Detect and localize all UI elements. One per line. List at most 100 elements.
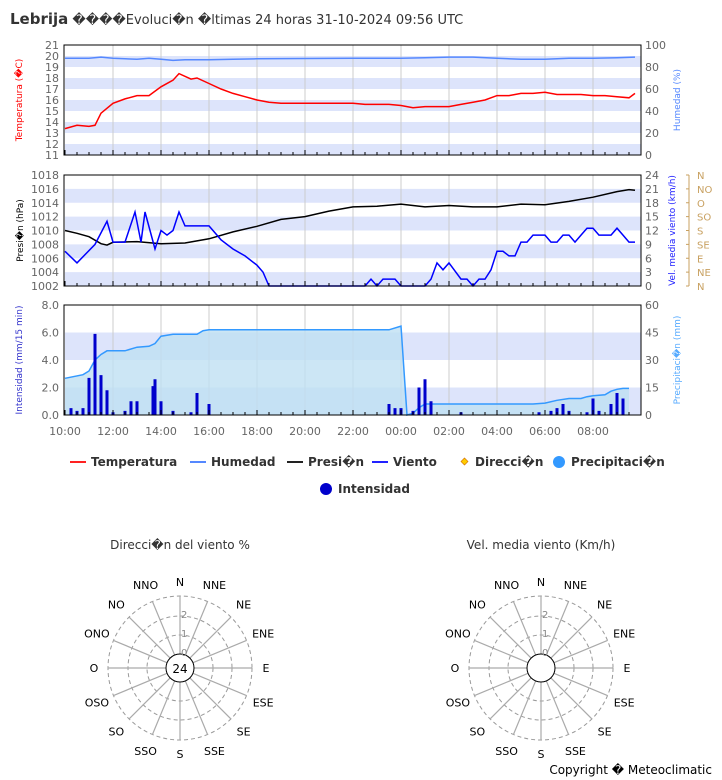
direction-label: ENE <box>252 628 274 641</box>
y2-tick-label: 40 <box>645 105 659 118</box>
series-line-4 <box>64 325 629 416</box>
legend-label: Presi�n <box>308 454 364 469</box>
direction-label: SO <box>109 726 125 739</box>
x-tick-label: 08:00 <box>577 425 609 438</box>
intensity-bar <box>561 404 565 415</box>
polar-spoke <box>545 680 570 735</box>
y2-tick-label: 0 <box>645 149 652 162</box>
y-axis-label: Intensidad (mm/15 min) <box>15 306 25 415</box>
intensity-bar <box>609 404 613 415</box>
y-tick-label: 6.0 <box>42 327 60 340</box>
x-tick-label: 06:00 <box>529 425 561 438</box>
direction-tick-label: NO <box>697 185 712 196</box>
ring-label: 0 <box>181 648 187 659</box>
polar-spoke <box>151 680 176 735</box>
direction-label: S <box>538 748 545 761</box>
polar-spoke <box>512 601 537 656</box>
legend-circle-icon <box>553 456 565 468</box>
polar-spoke <box>512 680 537 735</box>
y2-tick-label: 3 <box>645 266 652 279</box>
polar-spoke <box>489 677 532 720</box>
x-tick-label: 04:00 <box>481 425 513 438</box>
intensity-bar <box>69 408 73 415</box>
polar-spoke <box>128 677 171 720</box>
y-tick-label: 8.0 <box>42 299 60 312</box>
y-tick-label: 11 <box>45 149 59 162</box>
series-line-0 <box>64 72 636 130</box>
polar-spoke <box>113 672 168 697</box>
intensity-bar <box>81 408 85 415</box>
y-axis-label: Temperatura (�C) <box>13 59 25 143</box>
polar-spoke <box>489 616 532 659</box>
copyright: Copyright � Meteoclimatic <box>549 763 712 777</box>
intensity-bar <box>591 398 595 415</box>
y2-tick-label: 60 <box>645 299 659 312</box>
legend-label: Intensidad <box>338 482 410 496</box>
direction-label: SE <box>237 726 251 739</box>
direction-label: O <box>90 662 99 675</box>
chart-panel-2 <box>63 174 690 288</box>
y2-tick-label: 45 <box>645 327 659 340</box>
y-tick-label: 1018 <box>31 169 59 182</box>
precipitation-area <box>65 326 629 415</box>
y-tick-label: 1006 <box>31 252 59 265</box>
intensity-bar <box>555 408 559 415</box>
direction-tick-label: N <box>697 171 704 182</box>
polar-spoke <box>192 672 247 697</box>
y-tick-label: 18 <box>45 72 59 85</box>
y2-tick-label: 6 <box>645 252 652 265</box>
chart-title: Vel. media viento (Km/h) <box>467 538 616 552</box>
y2-tick-label: 12 <box>645 225 659 238</box>
legend-item <box>553 456 565 468</box>
chart-title: Direcci�n del viento % <box>110 538 250 552</box>
x-tick-label: 18:00 <box>241 425 273 438</box>
y-tick-label: 0.0 <box>42 409 60 422</box>
x-tick-label: 00:00 <box>385 425 417 438</box>
polar-spoke <box>192 639 247 664</box>
intensity-bar <box>135 401 139 415</box>
y2-tick-label: 18 <box>645 197 659 210</box>
direction-label: E <box>263 662 270 675</box>
intensity-bar <box>93 333 97 415</box>
wind-rose-2 <box>468 595 614 741</box>
direction-label: NNE <box>203 579 226 592</box>
series-line-2 <box>64 188 636 246</box>
y2-axis-label: Vel. media viento (km/h) <box>668 175 678 286</box>
intensity-bar <box>99 375 103 415</box>
polar-spoke <box>184 680 209 735</box>
intensity-bar <box>195 393 199 415</box>
direction-label: ONO <box>84 628 110 641</box>
direction-label: ONO <box>445 628 471 641</box>
x-tick-label: 10:00 <box>49 425 81 438</box>
direction-label: SE <box>598 726 612 739</box>
intensity-bar <box>423 379 427 415</box>
direction-label: NE <box>236 598 251 611</box>
polar-spoke <box>113 639 168 664</box>
y-tick-label: 16 <box>45 94 59 107</box>
legend-item <box>320 483 332 495</box>
calm-value: 24 <box>172 662 187 676</box>
polar-spoke <box>189 616 232 659</box>
direction-label: ENE <box>613 628 635 641</box>
intensity-bar <box>585 412 589 415</box>
direction-label: SSO <box>134 745 157 758</box>
y2-tick-label: 20 <box>645 127 659 140</box>
legend-diamond-icon <box>460 457 469 466</box>
y2-tick-label: 30 <box>645 354 659 367</box>
polar-spoke <box>553 639 608 664</box>
y2-tick-label: 24 <box>645 169 659 182</box>
x-tick-label: 02:00 <box>433 425 465 438</box>
series-line-3 <box>64 209 635 288</box>
y-tick-label: 2.0 <box>42 382 60 395</box>
intensity-bar <box>159 401 163 415</box>
direction-tick-label: SO <box>697 213 711 224</box>
direction-label: NNE <box>564 579 587 592</box>
y-tick-label: 13 <box>45 127 59 140</box>
direction-label: ESE <box>253 696 274 709</box>
polar-spoke <box>550 616 593 659</box>
station-name: Lebrija <box>10 10 69 28</box>
legend <box>70 456 565 495</box>
chart-panel-1 <box>63 44 642 156</box>
polar-center <box>165 653 195 683</box>
